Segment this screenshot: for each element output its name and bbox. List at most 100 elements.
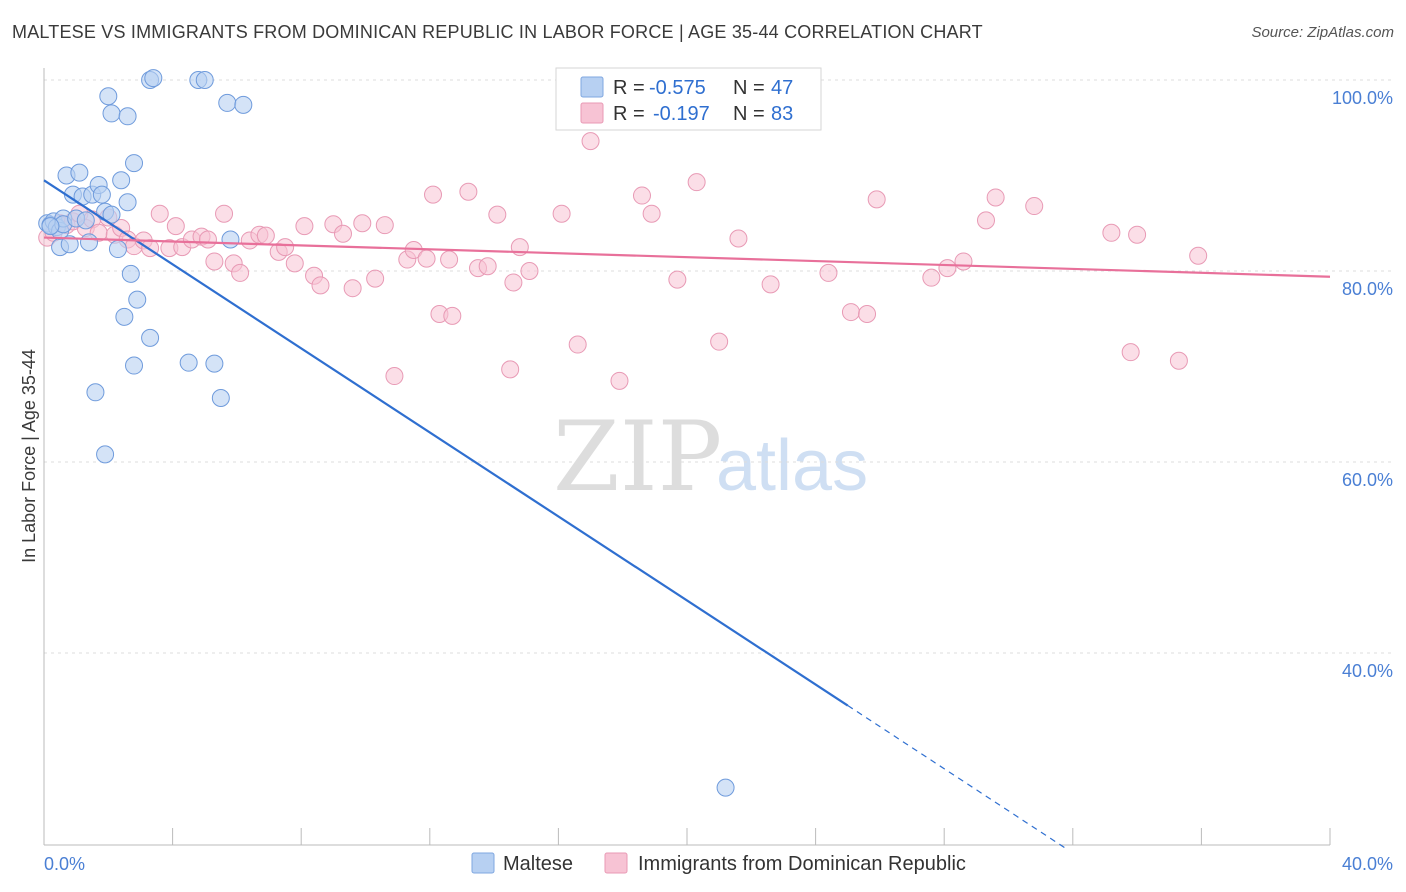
dominican-point-69 [761,275,780,294]
dominican-point-18 [166,217,185,236]
dominican-r-value: -0.197 [653,103,710,125]
maltese-point-31 [125,356,144,375]
dominican-point-63 [632,186,651,205]
chart-title: MALTESE VS IMMIGRANTS FROM DOMINICAN REP… [12,22,983,42]
dominican-point-53 [488,205,507,224]
maltese-point-26 [112,171,131,190]
maltese-point-28 [118,193,137,212]
dominican-point-79 [1025,197,1044,216]
dominican-point-81 [1121,343,1140,362]
dominican-point-32 [285,254,304,273]
maltese-point-21 [96,445,115,464]
maltese-point-45 [716,778,735,797]
dominican-point-62 [610,371,629,390]
maltese-r-value: -0.575 [649,77,706,99]
gridlines [44,79,1393,654]
maltese-point-32 [125,154,144,173]
y-tick-labels: 100.0% 80.0% 60.0% 40.0% [1332,88,1393,681]
maltese-point-17 [86,383,105,402]
dominican-point-82 [1128,225,1147,244]
dominican-point-38 [343,279,362,298]
maltese-n-label: N = [733,77,765,99]
dominican-point-45 [417,249,436,268]
dominican-point-72 [858,304,877,323]
dominican-point-16 [150,204,169,223]
dominican-point-40 [366,269,385,288]
y-tick-label-0: 100.0% [1332,88,1393,108]
dominican-point-66 [687,173,706,192]
maltese-point-15 [80,233,99,252]
dominican-n-label: N = [733,103,765,125]
bottom-legend: Maltese Immigrants from Dominican Republ… [471,852,966,875]
dominican-point-29 [256,226,275,245]
dominican-r-label: R = [613,103,645,125]
dominican-point-31 [276,238,295,257]
maltese-point-36 [144,69,163,88]
dominican-point-74 [922,268,941,287]
bottom-legend-maltese-label: Maltese [503,853,573,875]
watermark: ZIP atlas [553,401,868,513]
dominican-point-75 [938,259,957,278]
maltese-point-25 [108,240,127,259]
maltese-trend-line [43,179,849,707]
watermark-zip: ZIP [553,401,722,513]
dominican-point-41 [375,216,394,235]
dominican-point-50 [459,182,478,201]
bottom-legend-dominican-swatch [604,852,628,874]
dominican-point-76 [954,252,973,271]
dominican-point-70 [819,263,838,282]
dominican-n-value: 83 [771,103,793,125]
maltese-point-29 [118,107,137,126]
dominican-point-58 [552,204,571,223]
x-tick-label-min: 0.0% [44,854,85,874]
y-tick-label-1: 80.0% [1342,279,1393,299]
dominican-point-57 [520,262,539,280]
dominican-point-46 [424,185,443,204]
maltese-point-22 [99,87,118,106]
dominican-point-37 [333,224,352,243]
maltese-point-30 [121,264,140,283]
maltese-point-37 [179,353,198,372]
maltese-point-34 [141,328,160,347]
maltese-point-43 [221,230,240,249]
trend-lines [43,179,1331,850]
dominican-point-22 [198,230,217,249]
stats-legend: R = -0.575 N = 47 R = -0.197 N = 83 [555,67,822,131]
dominican-point-67 [710,332,729,351]
maltese-trend-extension [847,705,1067,850]
dominican-point-42 [385,367,404,386]
watermark-atlas: atlas [716,426,868,506]
source-credit: Source: ZipAtlas.com [1251,24,1394,41]
dominican-point-59 [568,335,587,354]
dominican-point-26 [231,263,250,282]
maltese-point-9 [60,235,79,254]
y-axis-title: In Labor Force | Age 35-44 [19,349,39,563]
dominican-point-80 [1102,223,1121,242]
maltese-point-33 [128,290,147,309]
dominican-point-24 [215,204,234,223]
bottom-legend-maltese-swatch [471,852,495,874]
maltese-swatch [580,76,604,98]
dominican-point-52 [478,257,497,276]
maltese-point-41 [211,389,230,408]
y-tick-label-3: 40.0% [1342,661,1393,681]
dominican-point-39 [353,214,372,233]
y-tick-label-2: 60.0% [1342,470,1393,490]
maltese-point-42 [218,93,237,112]
x-ticks [43,828,1331,845]
maltese-point-46 [41,217,60,236]
maltese-point-39 [195,71,214,89]
maltese-point-14 [76,211,95,230]
maltese-point-40 [205,354,224,373]
maltese-n-value: 47 [771,77,793,99]
maltese-point-44 [234,95,253,114]
dominican-point-60 [581,132,600,151]
maltese-point-19 [92,185,111,204]
dominican-point-78 [986,188,1005,207]
dominican-point-71 [841,303,860,322]
x-tick-label-max: 40.0% [1342,854,1393,874]
dominican-point-64 [642,204,661,223]
dominican-point-54 [501,360,520,379]
dominican-point-68 [729,229,748,248]
